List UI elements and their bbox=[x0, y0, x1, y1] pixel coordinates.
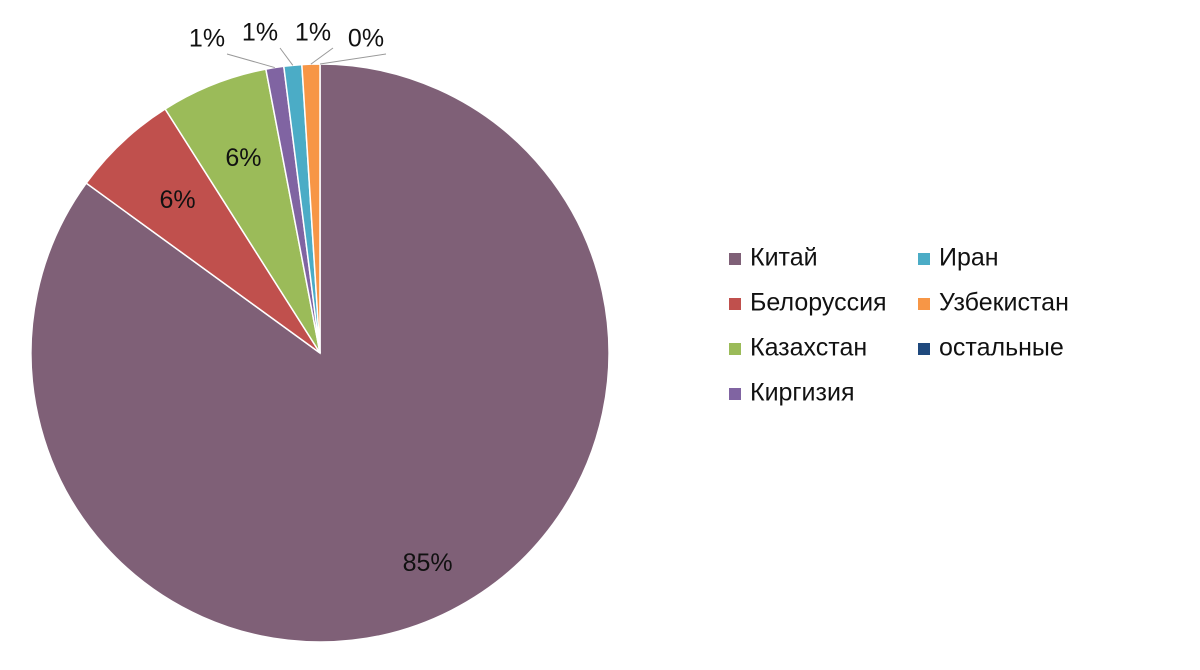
data-label: 1% bbox=[242, 19, 278, 47]
data-label: 1% bbox=[295, 19, 331, 47]
data-label: 85% bbox=[403, 549, 453, 577]
legend-label: Киргизия bbox=[750, 379, 854, 407]
legend-label: Узбекистан bbox=[939, 289, 1069, 317]
legend-marker bbox=[918, 298, 930, 310]
legend-label: Белоруссия bbox=[750, 289, 887, 317]
legend-label: Китай bbox=[750, 244, 818, 272]
legend-marker bbox=[729, 298, 741, 310]
data-label: 0% bbox=[348, 25, 384, 53]
legend-label: Казахстан bbox=[750, 334, 867, 362]
leader-line bbox=[319, 53, 387, 65]
data-label: 6% bbox=[159, 186, 195, 214]
legend-marker bbox=[729, 253, 741, 265]
data-label: 6% bbox=[225, 144, 261, 172]
legend-marker bbox=[918, 343, 930, 355]
leader-line bbox=[310, 47, 334, 65]
legend-label: Иран bbox=[939, 244, 999, 272]
legend-label: остальные bbox=[939, 334, 1064, 362]
legend-marker bbox=[918, 253, 930, 265]
legend-marker bbox=[729, 343, 741, 355]
data-label: 1% bbox=[189, 25, 225, 53]
leader-line bbox=[226, 53, 275, 69]
leader-line bbox=[279, 47, 294, 66]
legend-marker bbox=[729, 388, 741, 400]
